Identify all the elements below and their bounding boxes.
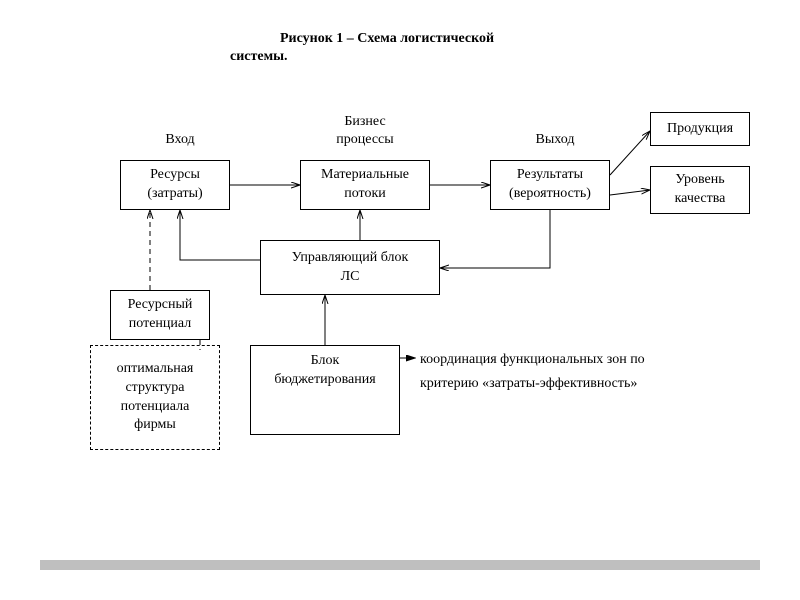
node-control: Управляющий блокЛС — [260, 240, 440, 295]
node-product: Продукция — [650, 112, 750, 146]
node-results-text: Результаты(вероятность) — [509, 166, 591, 204]
edge-results-to-product — [610, 131, 650, 175]
edge-control-to-resources — [180, 210, 260, 260]
node-product-text: Продукция — [667, 120, 733, 139]
node-firm-struct: оптимальная структура потенциала фирмы — [90, 345, 220, 450]
node-results: Результаты(вероятность) — [490, 160, 610, 210]
node-quality-text: Уровенькачества — [675, 171, 726, 209]
node-flows: Материальныепотоки — [300, 160, 430, 210]
header-process-l1: Бизнес — [320, 114, 410, 130]
edge-results-to-quality — [610, 190, 650, 195]
header-input: Вход — [150, 132, 210, 148]
edge-results-to-control — [440, 210, 550, 268]
node-firm-struct-text: оптимальная структура потенциала фирмы — [117, 360, 194, 436]
node-control-text: Управляющий блокЛС — [292, 249, 409, 287]
footer-bar — [40, 560, 760, 570]
node-flows-text: Материальныепотоки — [321, 166, 409, 204]
figure-title-line1: Рисунок 1 – Схема логистической — [280, 30, 494, 48]
header-output: Выход — [520, 132, 590, 148]
node-budget-text: Блокбюджетирования — [274, 352, 375, 390]
node-resources: Ресурсы(затраты) — [120, 160, 230, 210]
annotation-coordination: координация функциональных зон по критер… — [420, 348, 645, 396]
figure-title-line2: системы. — [230, 48, 288, 66]
diagram-canvas: Рисунок 1 – Схема логистической системы.… — [0, 0, 800, 600]
node-budget: Блокбюджетирования — [250, 345, 400, 435]
node-potential-text: Ресурсныйпотенциал — [128, 296, 193, 334]
node-resources-text: Ресурсы(затраты) — [147, 166, 202, 204]
header-process-l2: процессы — [320, 132, 410, 148]
node-quality: Уровенькачества — [650, 166, 750, 214]
node-potential: Ресурсныйпотенциал — [110, 290, 210, 340]
